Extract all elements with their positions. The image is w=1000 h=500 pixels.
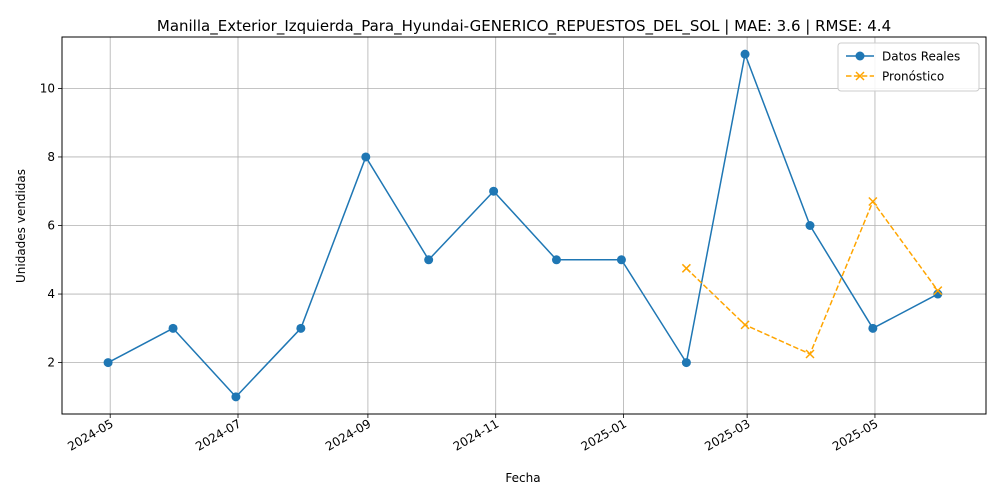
series-forecast [681, 196, 943, 359]
data-point-real [740, 49, 750, 59]
data-point-forecast [868, 196, 878, 207]
y-tick-label: 6 [47, 219, 55, 233]
legend-label-real: Datos Reales [882, 50, 960, 64]
series-line-real [107, 53, 939, 398]
data-point-real [616, 255, 626, 265]
x-tick-label: 2025-01 [579, 416, 629, 453]
legend-entry-forecast: Pronóstico [846, 70, 944, 84]
data-point-real [681, 358, 691, 368]
data-point-real [103, 358, 113, 368]
legend: Datos Reales Pronóstico [837, 42, 980, 92]
data-point-real [424, 255, 434, 265]
data-point-real [168, 323, 178, 333]
data-point-real [296, 323, 306, 333]
data-point-real [489, 186, 499, 196]
x-tick-label: 2024-09 [323, 416, 373, 453]
data-point-forecast [805, 349, 815, 359]
chart-title: Manilla_Exterior_Izquierda_Para_Hyundai-… [157, 17, 891, 36]
data-point-forecast [740, 320, 750, 330]
data-point-real [361, 152, 371, 162]
x-tick-label: 2024-07 [193, 416, 243, 453]
grid-lines [62, 37, 986, 414]
legend-marker-forecast [855, 71, 865, 81]
series-real [103, 49, 943, 402]
legend-label-forecast: Pronóstico [882, 70, 944, 84]
data-point-real [231, 392, 241, 402]
x-tick-label: 2024-11 [451, 416, 501, 453]
x-tick-label: 2025-03 [702, 416, 752, 453]
y-tick-label: 2 [47, 356, 55, 370]
data-point-real [933, 289, 943, 299]
data-point-real [868, 323, 878, 333]
legend-box [837, 42, 980, 92]
x-axis-label: Fecha [505, 471, 540, 485]
x-tick-label: 2025-05 [830, 416, 880, 453]
y-tick-label: 10 [40, 81, 55, 95]
data-point-forecast [681, 263, 691, 273]
legend-entry-real: Datos Reales [846, 50, 960, 64]
data-point-real [551, 255, 561, 265]
y-tick-label: 8 [47, 150, 55, 164]
y-axis-label: Unidades vendidas [14, 169, 28, 283]
plot-series [103, 49, 943, 402]
data-point-forecast [933, 286, 943, 296]
x-tick-label: 2024-05 [65, 416, 115, 453]
y-axis: 2 4 6 8 10 [40, 81, 62, 370]
legend-marker-real [855, 51, 865, 61]
x-axis: 2024-05 2024-07 2024-09 2024-11 2025-01 2025-… [65, 414, 880, 454]
y-tick-label: 4 [47, 287, 55, 301]
data-point-real [805, 221, 815, 230]
